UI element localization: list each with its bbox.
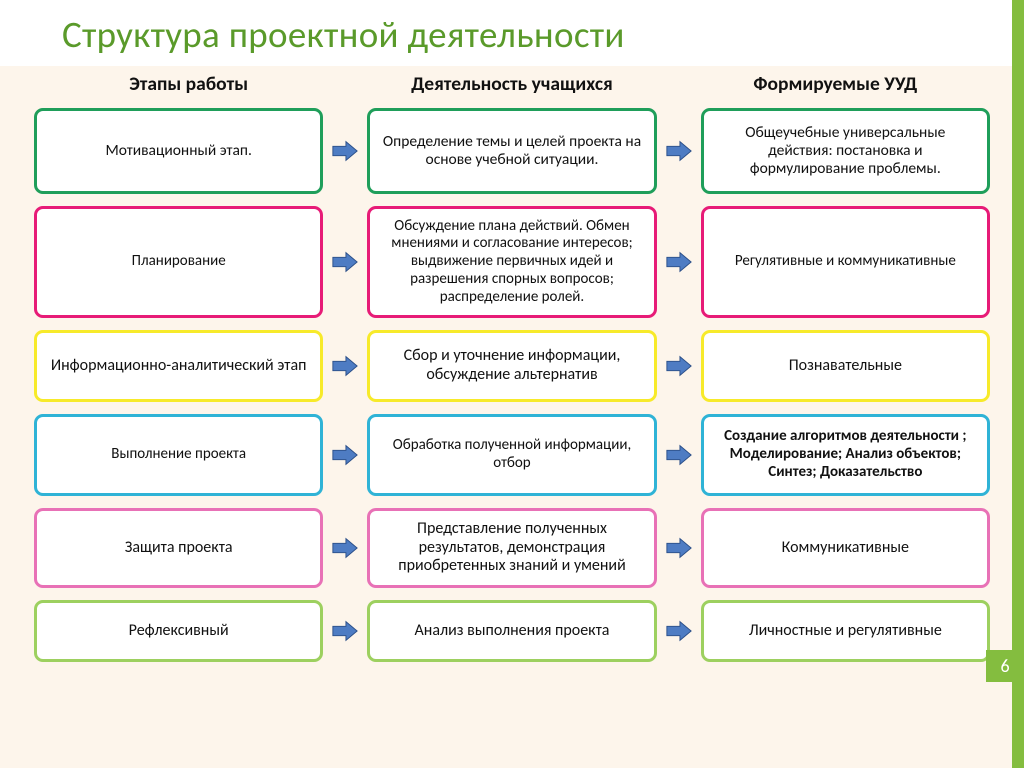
diagram-content: Этапы работы Деятельность учащихся Форми… (34, 66, 990, 750)
col-header-uud: Формируемые УУД (691, 72, 980, 96)
stage-box: Рефлексивный (34, 600, 323, 662)
diagram-row: Защита проекта Представление полученных р… (34, 508, 990, 588)
activity-box: Представление полученных результатов, де… (367, 508, 656, 588)
activity-box: Обработка полученной информации, отбор (367, 414, 656, 496)
activity-box: Определение темы и целей проекта на осно… (367, 108, 656, 194)
arrow-right-icon (665, 508, 693, 588)
uud-box: Коммуникативные (701, 508, 990, 588)
arrow-right-icon (665, 600, 693, 662)
arrow-right-icon (331, 508, 359, 588)
uud-box: Общеучебные универсальные действия: пост… (701, 108, 990, 194)
arrow-right-icon (331, 414, 359, 496)
arrow-right-icon (665, 108, 693, 194)
diagram-row: Выполнение проекта Обработка полученной и… (34, 414, 990, 496)
activity-box: Анализ выполнения проекта (367, 600, 656, 662)
diagram-row: Рефлексивный Анализ выполнения проекта Лич… (34, 600, 990, 662)
arrow-right-icon (665, 206, 693, 318)
arrow-right-icon (331, 108, 359, 194)
diagram-row: Информационно-аналитический этап Сбор и у… (34, 330, 990, 402)
arrow-right-icon (665, 330, 693, 402)
activity-box: Сбор и уточнение информации, обсуждение … (367, 330, 656, 402)
stage-box: Выполнение проекта (34, 414, 323, 496)
diagram-row: Планирование Обсуждение плана действий. О… (34, 206, 990, 318)
arrow-right-icon (665, 414, 693, 496)
uud-box: Познавательные (701, 330, 990, 402)
arrow-right-icon (331, 330, 359, 402)
stage-box: Мотивационный этап. (34, 108, 323, 194)
col-header-activity: Деятельность учащихся (367, 72, 656, 96)
arrow-right-icon (331, 206, 359, 318)
activity-box: Обсуждение плана действий. Обмен мнениям… (367, 206, 656, 318)
uud-box: Регулятивные и коммуникативные (701, 206, 990, 318)
stage-box: Защита проекта (34, 508, 323, 588)
uud-box: Личностные и регулятивные (701, 600, 990, 662)
uud-box: Создание алгоритмов деятельности ; Модел… (701, 414, 990, 496)
page-number: 6 (1000, 655, 1009, 677)
page-title: Структура проектной деятельности (62, 12, 964, 57)
column-headers-row: Этапы работы Деятельность учащихся Форми… (34, 66, 990, 102)
stage-box: Информационно-аналитический этап (34, 330, 323, 402)
diagram-row: Мотивационный этап. Определение темы и це… (34, 108, 990, 194)
col-header-stages: Этапы работы (44, 72, 333, 96)
page-number-badge: 6 (986, 650, 1024, 682)
arrow-right-icon (331, 600, 359, 662)
stage-box: Планирование (34, 206, 323, 318)
diagram-grid: Мотивационный этап. Определение темы и це… (34, 102, 990, 662)
